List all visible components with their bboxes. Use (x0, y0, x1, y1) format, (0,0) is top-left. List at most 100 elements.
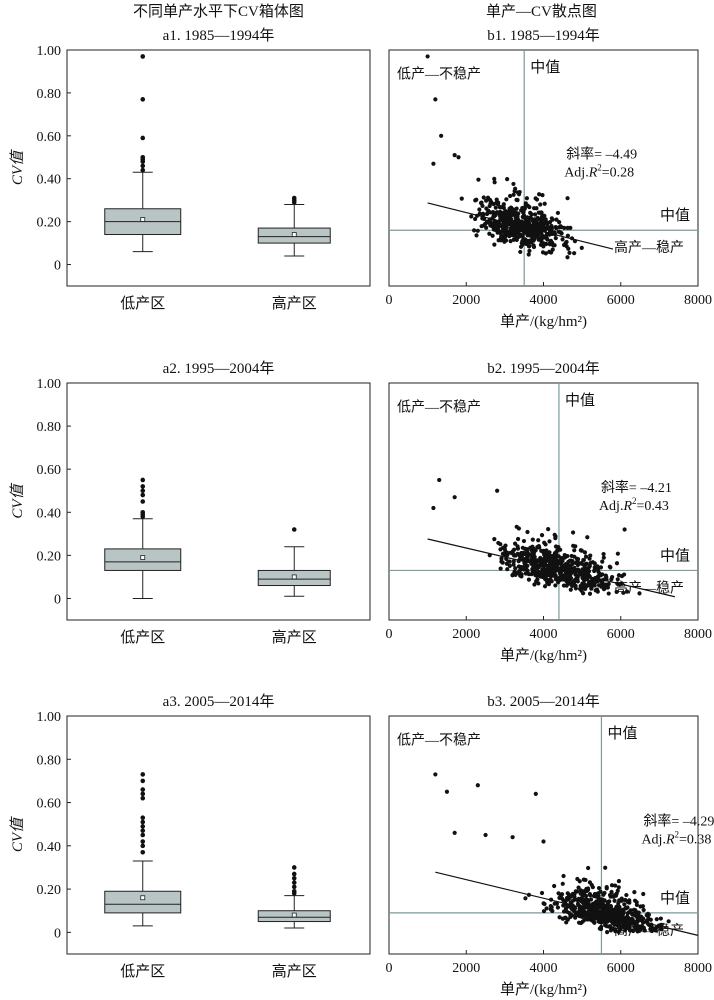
r2-prefix: Adj. (564, 166, 589, 181)
scatter-point (527, 244, 532, 249)
scatter-point (545, 225, 550, 230)
scatter-point (507, 218, 512, 223)
scatter-point (513, 566, 518, 571)
scatter-point (609, 889, 614, 895)
scatter-point (555, 560, 561, 566)
scatter-point (542, 572, 547, 578)
outlier-point (140, 477, 146, 483)
scatter-point (612, 909, 618, 914)
scatter-point (539, 241, 544, 246)
outlier-point (140, 499, 146, 504)
outlier-point (140, 167, 146, 173)
scatter-point (511, 192, 516, 197)
label-median-x: 中值 (565, 392, 595, 409)
label-high-stable: 高产—稳产 (614, 239, 684, 256)
panel-title-a1: a1. 1985—1994年 (163, 27, 275, 44)
scatter-points (431, 477, 642, 596)
outlier-point (140, 135, 146, 141)
scatter-point (498, 231, 503, 236)
scatter-point (573, 889, 578, 894)
plot-frame-a1 (66, 49, 371, 287)
scatter-point (615, 577, 620, 582)
scatter-point (512, 547, 517, 552)
scatter-point (522, 564, 527, 569)
scatter-point (510, 211, 515, 216)
scatter-point (506, 231, 511, 237)
scatter-point (532, 235, 537, 240)
label-high-stable: 高产—稳产 (614, 579, 684, 596)
scatter-point (581, 557, 586, 563)
scatter-point (511, 552, 516, 557)
scatter-point (618, 924, 623, 930)
scatter-point (578, 920, 584, 926)
scatter-point (573, 586, 578, 591)
scatter-point (514, 235, 519, 240)
box-high (257, 527, 331, 597)
scatter-point (499, 556, 504, 561)
x-tick-label: 2000 (452, 293, 480, 308)
scatter-point (578, 888, 584, 893)
scatter-point (568, 912, 573, 917)
category-label: 低产区 (120, 629, 165, 646)
scatter-point (488, 220, 493, 225)
scatter-point (541, 909, 547, 914)
scatter-point (604, 885, 609, 890)
scatter-point (601, 555, 606, 560)
scatter-point (456, 155, 461, 160)
scatter-point (510, 835, 515, 840)
scatter-point (554, 217, 559, 222)
scatter-point (547, 539, 552, 544)
scatter-point (596, 891, 601, 896)
slope-annotation: 斜率= –4.49 (566, 146, 637, 163)
scatter-point (525, 568, 530, 573)
scatter-point (596, 905, 602, 910)
category-label: 高产区 (272, 295, 317, 312)
scatter-point (531, 206, 537, 211)
y-tick-label: 0.40 (37, 506, 62, 521)
scatter-point (561, 873, 566, 879)
y-tick-label: 0.60 (37, 130, 62, 145)
label-median-y: 中值 (660, 890, 690, 907)
r2-var: R (622, 499, 632, 514)
outlier-point (140, 492, 146, 498)
r2-sup: 2 (632, 496, 637, 506)
outlier-point (140, 850, 146, 855)
scatter-point (624, 589, 630, 594)
scatter-point (452, 153, 457, 158)
scatter-point (616, 901, 621, 906)
scatter-point (548, 250, 554, 255)
scatter-point (612, 916, 618, 921)
scatter-point (631, 907, 637, 912)
scatter-point (586, 865, 591, 871)
scatter-point (492, 242, 497, 247)
scatter-point (516, 526, 521, 531)
scatter-point (459, 196, 464, 201)
scatter-point (488, 201, 493, 206)
scatter-point (541, 839, 546, 844)
scatter-point (592, 568, 597, 574)
scatter-point (505, 567, 510, 572)
category-label: 低产区 (120, 963, 165, 980)
scatter-point (610, 921, 616, 926)
scatter-point (510, 233, 515, 238)
scatter-point (505, 177, 510, 182)
scatter-point (525, 215, 530, 220)
regression-line (435, 871, 699, 936)
outlier-point (291, 527, 297, 532)
scatter-point (511, 559, 516, 564)
outlier-point (140, 163, 146, 169)
x-axis-label: 单产/(kg/hm²) (500, 313, 587, 330)
box-mean (140, 217, 146, 222)
scatter-point (579, 561, 584, 566)
scatter-point (622, 902, 627, 907)
scatter-point (579, 548, 584, 553)
scatter-point (515, 544, 520, 549)
scatter-point (515, 536, 521, 542)
scatter-point (567, 250, 572, 255)
scatter-point (511, 562, 516, 567)
scatter-point (607, 564, 612, 569)
scatter-point (546, 582, 551, 587)
scatter-point (500, 560, 505, 565)
scatter-point (562, 552, 567, 558)
scatter-point (526, 577, 532, 582)
